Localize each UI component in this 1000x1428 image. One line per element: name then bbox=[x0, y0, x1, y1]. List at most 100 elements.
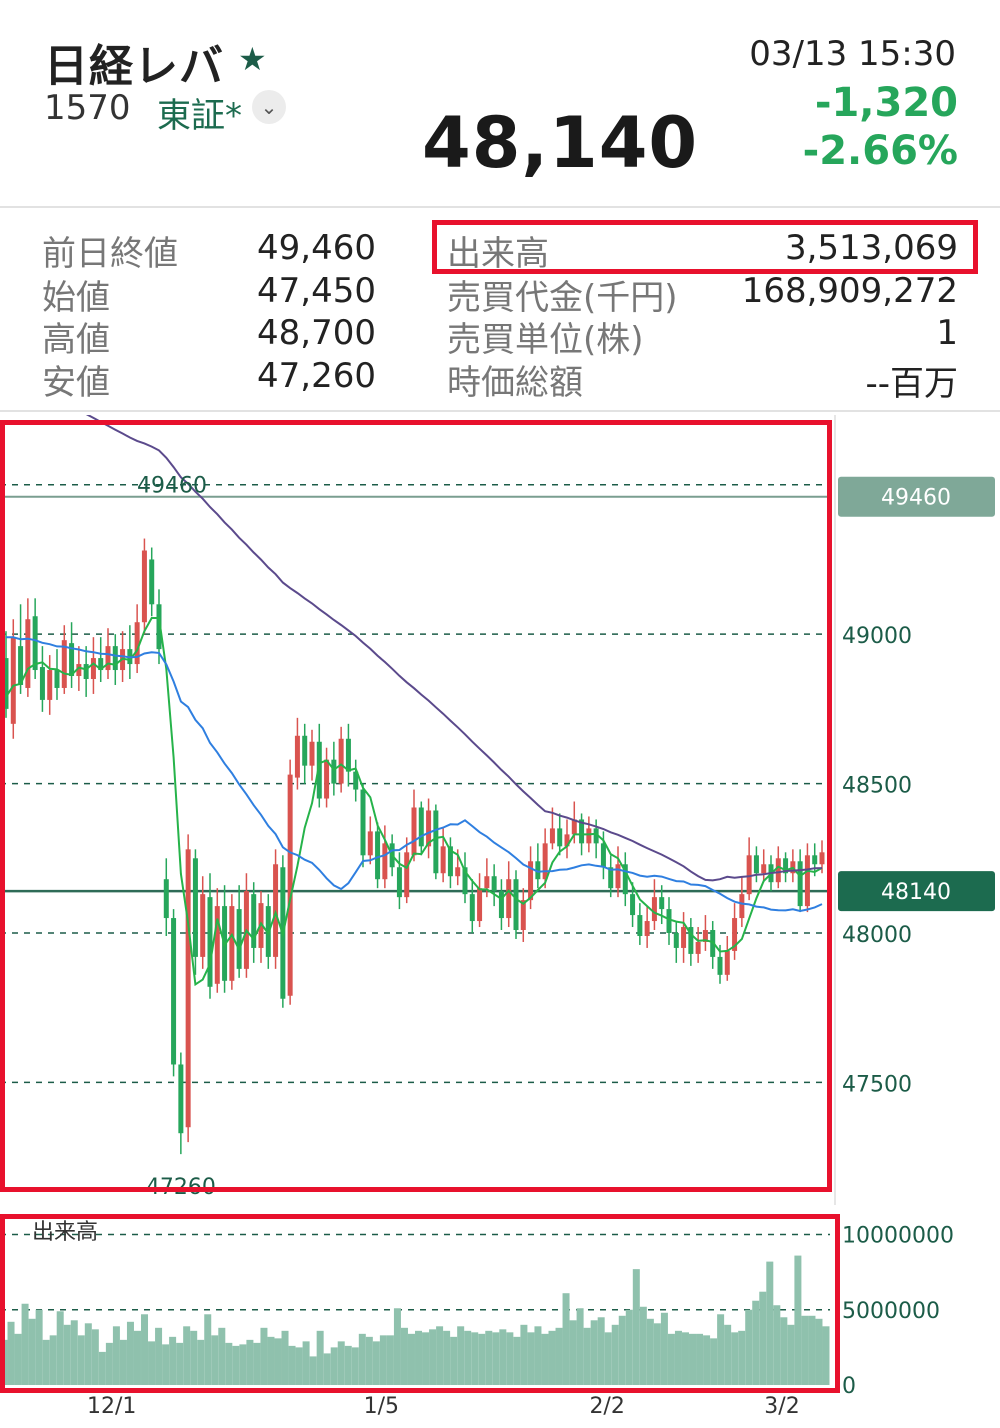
volume-bar bbox=[246, 1339, 254, 1385]
candle-body bbox=[440, 846, 446, 874]
candle-body bbox=[724, 950, 730, 975]
candle-body bbox=[491, 876, 497, 892]
candle-body bbox=[783, 858, 789, 874]
volume-bar bbox=[239, 1344, 247, 1385]
candle-body bbox=[739, 894, 745, 919]
volume-bar bbox=[422, 1332, 430, 1385]
volume-bar bbox=[646, 1318, 654, 1385]
price-tick-label: 48500 bbox=[842, 774, 912, 799]
date-tick-label: 2/2 bbox=[589, 1394, 624, 1419]
candle-body bbox=[32, 616, 38, 671]
quote-datetime: 03/13 15:30 bbox=[749, 34, 956, 74]
candle-body bbox=[455, 867, 461, 877]
volume-bar bbox=[689, 1333, 697, 1385]
date-tick-label: 12/1 bbox=[87, 1394, 136, 1419]
stat-value-trading-unit: 1 bbox=[936, 313, 958, 353]
ma-long-line bbox=[85, 415, 823, 882]
volume-bar bbox=[562, 1293, 570, 1385]
candle-body bbox=[593, 828, 599, 844]
volume-bar bbox=[801, 1315, 809, 1385]
volume-bar bbox=[302, 1341, 310, 1385]
volume-bar bbox=[218, 1327, 226, 1385]
volume-bar bbox=[344, 1345, 352, 1385]
candle-body bbox=[462, 867, 468, 895]
candle-body bbox=[149, 559, 155, 605]
candle-body bbox=[804, 855, 810, 907]
volume-bar bbox=[35, 1309, 43, 1385]
market-name[interactable]: 東証* bbox=[157, 96, 242, 136]
candle-body bbox=[90, 658, 96, 679]
candle-body bbox=[571, 819, 577, 835]
volume-bar bbox=[91, 1329, 99, 1385]
candle-body bbox=[156, 604, 162, 650]
candle-body bbox=[98, 658, 104, 671]
volume-bar bbox=[457, 1326, 465, 1385]
volume-bars bbox=[0, 1255, 830, 1385]
candle-body bbox=[433, 810, 439, 874]
stats-divider bbox=[0, 410, 1000, 412]
candle-body bbox=[702, 930, 708, 942]
volume-bar bbox=[415, 1330, 423, 1385]
candle-body bbox=[498, 891, 504, 919]
volume-bar bbox=[499, 1329, 507, 1385]
candle-body bbox=[484, 876, 490, 889]
candle-body bbox=[294, 735, 300, 778]
candle-body bbox=[134, 622, 140, 665]
stat-label-trading-unit: 売買単位(株) bbox=[447, 320, 644, 360]
candle-body bbox=[651, 897, 657, 922]
candle-body bbox=[39, 667, 45, 700]
volume-bar bbox=[478, 1333, 486, 1385]
candle-body bbox=[797, 861, 803, 907]
candle-body bbox=[229, 906, 235, 981]
price-change: -1,320 bbox=[814, 80, 958, 126]
volume-bar bbox=[618, 1315, 626, 1385]
volume-bar bbox=[710, 1338, 718, 1385]
ma-short-line bbox=[5, 617, 823, 987]
prev-close-badge bbox=[838, 476, 995, 517]
volume-bar bbox=[660, 1312, 668, 1385]
stat-value-high: 48,700 bbox=[257, 313, 376, 353]
volume-bar bbox=[632, 1269, 640, 1385]
stat-value-volume: 3,513,069 bbox=[784, 228, 958, 268]
candle-body bbox=[506, 879, 512, 919]
candle-body bbox=[746, 855, 752, 895]
date-tick-label: 3/2 bbox=[764, 1394, 799, 1419]
volume-bar bbox=[281, 1330, 289, 1385]
candle-body bbox=[331, 759, 337, 784]
candle-body bbox=[418, 807, 424, 847]
volume-bar bbox=[815, 1318, 823, 1385]
volume-bar bbox=[738, 1330, 746, 1385]
high-marker-label: 49460 bbox=[137, 474, 207, 499]
current-price: 48,140 bbox=[422, 102, 699, 184]
volume-chart[interactable]: 12/1 1/5 2/2 3/2 10000000 5000000 0 出来高 bbox=[0, 1205, 1000, 1428]
volume-bar bbox=[759, 1291, 767, 1385]
volume-bar bbox=[639, 1306, 647, 1385]
volume-bar bbox=[330, 1347, 338, 1385]
volume-bar bbox=[583, 1327, 591, 1385]
volume-bar bbox=[337, 1341, 345, 1385]
volume-bar bbox=[126, 1321, 134, 1385]
volume-bar bbox=[555, 1327, 563, 1385]
volume-bar bbox=[717, 1314, 725, 1385]
volume-grid bbox=[0, 1233, 830, 1311]
candle-body bbox=[644, 921, 650, 936]
favorite-star-icon[interactable]: ★ bbox=[238, 40, 267, 78]
volume-bar bbox=[611, 1324, 619, 1385]
candle-body bbox=[76, 664, 82, 677]
candle-body bbox=[557, 828, 563, 847]
volume-bar bbox=[400, 1327, 408, 1385]
volume-bar bbox=[407, 1333, 415, 1385]
stat-label-volume: 出来高 bbox=[447, 234, 549, 274]
chevron-down-icon[interactable]: ⌄ bbox=[252, 90, 286, 124]
volume-bar bbox=[42, 1339, 50, 1385]
volume-bar bbox=[576, 1308, 584, 1385]
current-price-badge-text: 48140 bbox=[881, 880, 951, 905]
candle-body bbox=[192, 858, 198, 957]
candles bbox=[3, 538, 825, 1155]
candle-body bbox=[316, 741, 322, 799]
volume-bar bbox=[822, 1326, 830, 1385]
volume-bar bbox=[309, 1356, 317, 1385]
candle-body bbox=[761, 864, 767, 874]
volume-bar bbox=[162, 1344, 170, 1385]
